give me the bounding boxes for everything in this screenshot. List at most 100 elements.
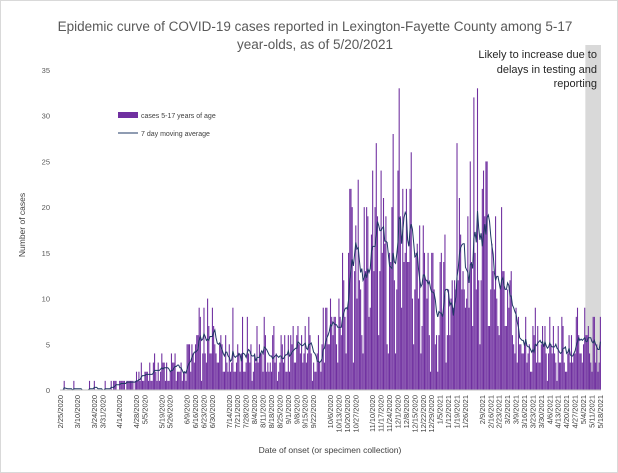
case-bar <box>389 252 391 390</box>
case-bar <box>123 380 125 390</box>
x-tick-label: 12/29/2020 <box>427 395 436 433</box>
case-bar <box>564 371 566 390</box>
case-bar <box>520 344 522 390</box>
case-bar <box>415 252 417 390</box>
case-bar <box>131 380 133 390</box>
case-bar <box>469 161 471 390</box>
case-bar <box>219 344 221 390</box>
x-tick-label: 2/25/2020 <box>56 395 65 428</box>
case-bar <box>498 335 500 390</box>
case-bar <box>455 289 457 390</box>
case-bar <box>148 380 150 390</box>
case-bar <box>587 326 589 390</box>
case-bar <box>448 289 450 390</box>
case-bar <box>138 371 140 390</box>
case-bar <box>369 307 371 390</box>
case-bar <box>260 353 262 390</box>
x-tick-label: 7/28/2020 <box>242 395 251 428</box>
case-bar <box>407 262 409 390</box>
y-tick-label: 0 <box>46 386 50 395</box>
case-bar <box>596 344 598 390</box>
case-bar <box>203 307 205 390</box>
case-bar <box>323 362 326 390</box>
case-bar <box>358 280 360 390</box>
case-bar <box>401 307 403 390</box>
case-bar <box>468 307 470 390</box>
case-bar <box>461 289 463 390</box>
case-bar <box>360 289 362 390</box>
case-bar <box>482 170 485 390</box>
case-bar <box>521 353 523 390</box>
case-bar <box>231 362 233 390</box>
case-bar <box>180 362 182 390</box>
case-bar <box>570 335 573 390</box>
case-bar <box>307 353 309 390</box>
case-bar <box>355 225 357 390</box>
case-bar <box>152 362 154 390</box>
case-bar <box>333 316 335 390</box>
y-tick-label: 30 <box>42 112 50 121</box>
y-tick-label: 35 <box>42 66 50 75</box>
case-bar <box>391 207 393 390</box>
case-bar <box>339 316 341 390</box>
case-bar <box>451 280 453 390</box>
x-tick-label: 3/10/2020 <box>73 395 82 428</box>
x-tick-label: 1/26/2021 <box>461 395 470 428</box>
case-bar <box>255 362 257 390</box>
case-bar <box>104 380 106 390</box>
case-bar <box>385 216 387 390</box>
case-bar <box>579 353 581 390</box>
case-bar <box>127 380 129 390</box>
y-tick-label: 25 <box>42 157 50 166</box>
case-bar <box>460 234 462 390</box>
case-bar <box>163 362 165 390</box>
case-bar <box>375 143 377 390</box>
case-bar <box>566 371 568 390</box>
case-bar <box>167 380 169 390</box>
case-bar <box>392 134 394 390</box>
case-bar <box>221 344 223 390</box>
case-bar <box>234 371 236 390</box>
case-bar <box>190 371 192 390</box>
case-bar <box>332 335 334 390</box>
case-bar <box>593 316 595 390</box>
case-bar <box>205 362 207 390</box>
case-bar <box>350 188 352 390</box>
case-bar <box>467 216 469 390</box>
case-bar <box>160 371 162 390</box>
legend-label-moving-average: 7 day moving average <box>141 131 210 138</box>
case-bar <box>381 252 383 390</box>
case-bar <box>149 362 151 390</box>
x-tick-label: 2/9/2021 <box>478 395 487 424</box>
case-bar <box>268 371 270 390</box>
case-bar <box>286 371 288 390</box>
case-bar <box>435 335 438 390</box>
case-bar <box>584 307 586 390</box>
case-bar <box>173 362 175 390</box>
case-bar <box>186 344 188 390</box>
x-tick-label: 12/15/2020 <box>410 395 419 433</box>
case-bar <box>384 243 386 390</box>
case-bar <box>464 307 466 390</box>
case-bar <box>534 307 536 390</box>
case-bar <box>263 316 265 390</box>
x-tick-label: 5/5/2020 <box>140 395 149 424</box>
case-bar <box>362 353 364 390</box>
legend-swatch-cases <box>118 112 138 118</box>
case-bar <box>329 298 332 390</box>
case-bar <box>589 353 591 390</box>
case-bar <box>402 188 404 390</box>
case-bar <box>386 344 388 390</box>
case-bar <box>317 335 319 390</box>
reporting-delay-shade <box>585 45 601 390</box>
case-bar <box>409 188 411 390</box>
case-bar <box>176 371 179 390</box>
case-bar <box>110 380 112 390</box>
x-tick-label: 8/18/2020 <box>267 395 276 428</box>
case-bar <box>137 380 139 390</box>
case-bar <box>592 316 594 390</box>
case-bar <box>191 344 193 390</box>
case-bar <box>337 362 339 390</box>
case-bar <box>313 362 315 390</box>
case-bar <box>557 326 559 390</box>
